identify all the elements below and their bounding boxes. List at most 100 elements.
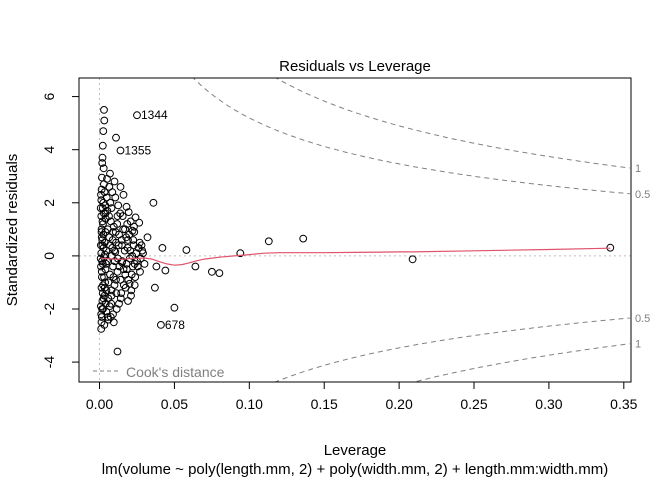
data-point (151, 283, 159, 292)
model-formula: lm(volume ~ poly(length.mm, 2) + poly(wi… (102, 461, 608, 478)
data-point (98, 257, 106, 266)
data-point (143, 233, 152, 242)
data-point (118, 212, 127, 221)
data-point (108, 236, 117, 244)
data-point (128, 262, 137, 271)
data-point (133, 262, 142, 271)
x-axis: 0.00 0.05 0.10 0.15 0.20 0.25 0.30 0.35 (86, 381, 638, 412)
data-point (119, 190, 128, 199)
point-labels: 1344 1355 678 (125, 108, 186, 332)
data-point (110, 177, 119, 186)
smoother-line (101, 247, 611, 266)
legend: Cook's distance (93, 364, 225, 380)
data-point (131, 213, 140, 222)
x-tick-label: 0.10 (236, 396, 263, 412)
data-point (117, 236, 126, 244)
x-tick-label: 0.35 (610, 396, 637, 412)
data-point (110, 281, 119, 290)
cook-contour-0-5-lower (273, 317, 630, 382)
data-point (116, 146, 125, 155)
x-tick-label: 0.00 (86, 396, 113, 412)
data-point (158, 244, 167, 252)
y-tick-label: -2 (41, 303, 57, 316)
data-point (112, 305, 121, 313)
data-point (124, 297, 132, 305)
chart-title: Residuals vs Leverage (279, 58, 431, 75)
data-point (152, 262, 161, 271)
data-point (116, 183, 125, 191)
data-point (97, 228, 106, 236)
cook-label-0-5-upper: 0.5 (635, 189, 650, 201)
data-point (140, 260, 149, 268)
data-point (115, 299, 123, 308)
y-axis: -4 -2 0 2 4 6 (41, 92, 80, 369)
data-point (299, 234, 308, 243)
data-point (113, 220, 122, 228)
data-point (161, 266, 170, 275)
data-point (157, 321, 165, 329)
x-axis-label: Leverage (324, 442, 387, 459)
x-tick-label: 0.20 (385, 396, 412, 412)
data-point (135, 218, 144, 227)
y-tick-label: 4 (41, 146, 57, 154)
data-points (96, 106, 615, 356)
data-point (100, 116, 109, 125)
legend-label: Cook's distance (126, 364, 225, 380)
data-point (129, 236, 138, 244)
data-point (97, 267, 106, 276)
x-tick-label: 0.30 (535, 396, 562, 412)
data-point (264, 237, 273, 246)
data-point (101, 278, 109, 287)
data-point (131, 273, 140, 282)
data-point (103, 313, 112, 321)
data-point (113, 347, 122, 356)
data-point (170, 303, 179, 312)
y-axis-label: Standardized residuals (4, 154, 21, 307)
data-point (119, 281, 128, 290)
data-point (98, 236, 107, 244)
data-point (97, 302, 105, 311)
y-tick-label: -4 (41, 356, 57, 369)
point-label-1344: 1344 (141, 108, 168, 122)
cook-contour-0-5-upper (192, 78, 630, 195)
data-point (106, 313, 115, 321)
cook-contour-1-upper (275, 78, 630, 169)
cook-label-0-5-lower: 0.5 (635, 313, 650, 325)
cook-contour-labels: 0.5 0.5 1 1 (635, 163, 650, 350)
data-point (99, 127, 108, 136)
data-point (119, 225, 128, 234)
data-point (100, 321, 109, 329)
data-point (99, 294, 108, 303)
data-point (191, 262, 200, 271)
data-point (136, 267, 144, 276)
data-point (97, 212, 106, 221)
plot-box (78, 77, 632, 383)
data-point (110, 246, 119, 255)
data-point (100, 106, 108, 114)
data-point (113, 212, 122, 221)
data-point (105, 212, 113, 221)
data-point (112, 275, 120, 284)
data-point (109, 273, 118, 282)
data-point (215, 269, 224, 278)
data-point (117, 289, 126, 298)
data-point (408, 255, 417, 264)
data-point (101, 228, 110, 236)
data-point (236, 249, 245, 258)
data-point (114, 201, 123, 210)
y-tick-label: 2 (41, 199, 57, 207)
data-point (118, 257, 127, 266)
data-point (133, 111, 141, 120)
data-point (126, 217, 135, 226)
data-point (122, 202, 131, 211)
data-point (98, 204, 107, 213)
data-point (138, 246, 147, 255)
x-tick-label: 0.15 (311, 396, 338, 412)
cook-contour-1-lower (412, 343, 630, 382)
cook-label-1-upper: 1 (635, 163, 641, 175)
data-point (97, 310, 106, 319)
data-point (99, 305, 107, 313)
data-point (130, 228, 139, 236)
point-label-1355: 1355 (125, 144, 152, 158)
